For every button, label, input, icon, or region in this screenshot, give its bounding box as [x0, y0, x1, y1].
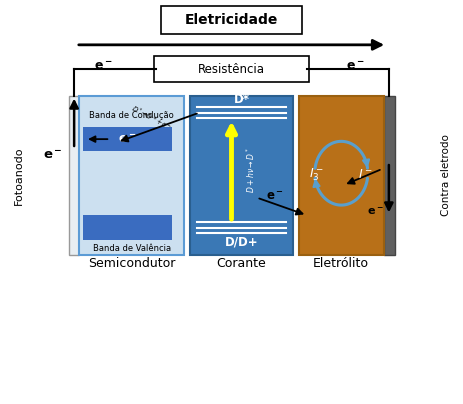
- Text: Corante: Corante: [217, 257, 266, 271]
- Bar: [79, 96, 184, 255]
- Text: Contra eletrodo: Contra eletrodo: [441, 135, 450, 217]
- Text: $I^-$: $I^-$: [358, 168, 372, 181]
- Text: $\mathbf{e^-}$: $\mathbf{e^-}$: [346, 61, 364, 74]
- Text: $\mathbf{e^-}$: $\mathbf{e^-}$: [43, 149, 63, 162]
- FancyBboxPatch shape: [161, 6, 302, 34]
- Text: $\mathbf{e^-}$: $\mathbf{e^-}$: [266, 190, 284, 203]
- Text: Resistência: Resistência: [198, 63, 265, 76]
- Text: Banda de Valência: Banda de Valência: [93, 244, 171, 253]
- Bar: [83, 215, 172, 240]
- Text: $I_3^-$: $I_3^-$: [309, 166, 324, 183]
- Text: D*: D*: [233, 93, 250, 106]
- Text: $\mathbf{e^-}$: $\mathbf{e^-}$: [367, 205, 384, 217]
- Bar: [299, 96, 384, 255]
- Text: $\mathbf{e^-}$: $\mathbf{e^-}$: [118, 133, 137, 145]
- Bar: [384, 96, 395, 255]
- Text: Semicondutor: Semicondutor: [88, 257, 175, 271]
- Text: Banda de Condução: Banda de Condução: [89, 111, 174, 120]
- Bar: [69, 96, 79, 255]
- FancyBboxPatch shape: [154, 56, 309, 82]
- Text: Fotoanodo: Fotoanodo: [14, 146, 24, 205]
- Text: $D^* \!\rightarrow\! D^+\! +\! e^-$: $D^* \!\rightarrow\! D^+\! +\! e^-$: [129, 103, 174, 134]
- Bar: [190, 96, 293, 255]
- Text: $\mathbf{e^-}$: $\mathbf{e^-}$: [94, 61, 113, 74]
- Bar: [83, 127, 172, 151]
- Text: Eletrólito: Eletrólito: [313, 257, 369, 271]
- Text: Eletricidade: Eletricidade: [185, 13, 278, 27]
- Text: D/D+: D/D+: [225, 236, 258, 248]
- Text: $D + h\nu \rightarrow D^*$: $D + h\nu \rightarrow D^*$: [244, 147, 257, 193]
